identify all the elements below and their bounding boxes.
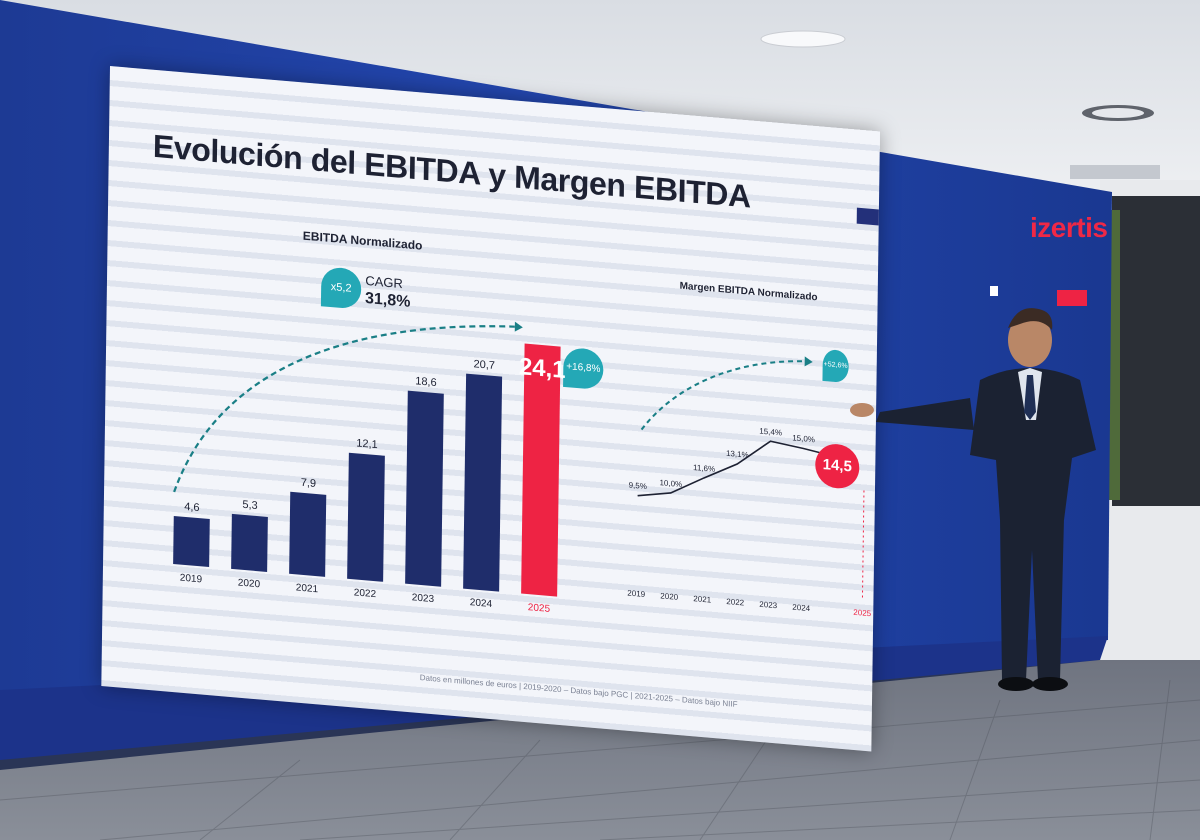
presenter-arm — [876, 398, 974, 430]
margin-line-chart — [637, 440, 865, 601]
presentation-slide: Evolución del EBITDA y Margen EBITDA EBI… — [101, 66, 880, 752]
margin-growth-arrow — [640, 360, 805, 431]
margin-year-label: 2023 — [759, 599, 778, 611]
presenter — [850, 308, 1096, 691]
margin-line — [637, 440, 837, 497]
presenter-suit-jacket — [970, 368, 1096, 520]
presenter-tie — [1024, 375, 1036, 420]
margin-year-label: 2024 — [792, 602, 811, 614]
presenter-body — [850, 308, 1096, 691]
margin-year-label: 2019 — [627, 588, 646, 600]
highlight-drop-line — [861, 490, 865, 601]
presenter-head — [1008, 313, 1052, 367]
presenter-trousers — [1000, 518, 1064, 680]
presenter-hand — [850, 403, 874, 417]
margin-year-label: 2021 — [693, 594, 712, 605]
margin-line-labels: 9,5% 2019 10,0% 2020 11,6% 2021 13,1% 2022 15,4%… — [101, 66, 880, 751]
arrow-head — [804, 356, 813, 367]
presenter-hair — [1008, 308, 1053, 330]
arrow-head — [514, 321, 523, 332]
margin-value-label: 13,1% — [725, 449, 749, 460]
izertis-logo: izertis — [1030, 212, 1108, 243]
ceiling-vent — [1070, 165, 1160, 179]
growth-arrows — [173, 321, 813, 493]
led-accent — [1057, 290, 1087, 306]
margin-value-label: 10,0% — [659, 477, 683, 489]
led-accent — [990, 286, 998, 296]
margin-value-label: 11,6% — [692, 462, 716, 474]
doorway — [1112, 196, 1200, 506]
margin-value-label: 15,0% — [792, 433, 816, 445]
ceiling-light — [760, 30, 846, 48]
presenter-shoe — [998, 677, 1034, 691]
margin-year-label: 2020 — [660, 591, 679, 602]
margin-value-label: 15,4% — [759, 426, 783, 438]
ebitda-growth-arrow — [173, 325, 515, 493]
carpet-tiles — [0, 679, 1200, 840]
margin-year-label: 2022 — [726, 596, 745, 608]
ceiling-light — [1092, 108, 1144, 118]
presenter-shoe — [1032, 677, 1068, 691]
margin-value-label: 9,5% — [628, 480, 647, 492]
carpet-floor — [0, 660, 1200, 840]
